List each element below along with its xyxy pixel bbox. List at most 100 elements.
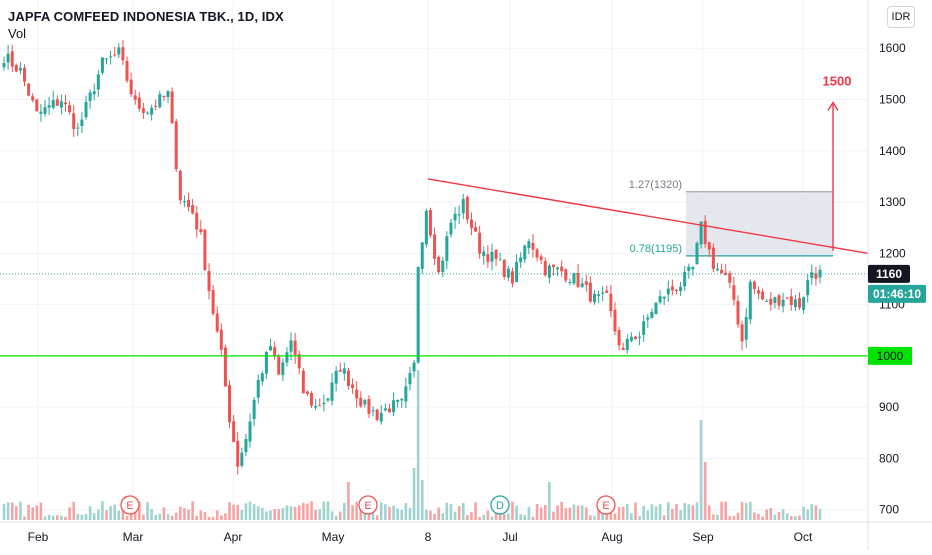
candle-body	[109, 56, 113, 58]
volume-bar	[650, 504, 654, 520]
volume-bar	[658, 504, 662, 520]
candle-body	[773, 297, 777, 303]
candle-body	[531, 242, 535, 250]
volume-bar	[281, 507, 285, 520]
candle-body	[269, 346, 273, 351]
drawing-lines[interactable]: 1500	[0, 73, 869, 357]
candle-body	[166, 91, 170, 98]
candle-body	[445, 236, 449, 262]
candle-body	[597, 294, 601, 296]
candle-body	[162, 96, 166, 98]
volume-bar	[568, 507, 572, 520]
candle-body	[695, 242, 699, 265]
volume-bar	[695, 502, 699, 520]
volume-bar	[326, 501, 330, 520]
volume-bar	[64, 516, 67, 520]
candle-body	[396, 399, 400, 402]
volume-bar	[347, 482, 350, 520]
candle-body	[765, 300, 769, 302]
candle-body	[683, 272, 687, 287]
candle-body	[187, 199, 191, 208]
candle-body	[326, 398, 330, 401]
volume-bar	[666, 502, 670, 520]
candle-body	[412, 362, 416, 372]
volume-bar	[338, 511, 342, 520]
volume-bar	[535, 504, 539, 520]
fib-extension-box[interactable]: 1.27(1320) 0.78(1195)	[629, 179, 833, 257]
candle-body	[203, 229, 207, 270]
countdown-text: 01:46:10	[873, 287, 921, 301]
price-tick-label: 1500	[879, 92, 906, 106]
volume-bar	[523, 515, 527, 520]
volume-bar	[302, 502, 305, 520]
volume-bar	[277, 509, 281, 520]
volume-indicator-label[interactable]: Vol	[8, 26, 27, 41]
volume-bar	[248, 501, 252, 520]
candle-body	[92, 91, 96, 95]
candle-body	[781, 299, 785, 307]
candle-body	[379, 412, 383, 422]
volume-bar	[314, 509, 317, 520]
volume-bar	[412, 468, 416, 520]
volume-bar	[482, 514, 486, 520]
candle-body	[756, 290, 760, 294]
candle-body	[416, 266, 420, 363]
volume-bar	[88, 506, 92, 520]
volume-bar	[109, 506, 112, 520]
volume-bar	[420, 480, 424, 520]
candle-body	[359, 397, 363, 407]
candle-body	[59, 101, 63, 108]
price-tick-label: 900	[879, 400, 899, 414]
currency-badge[interactable]: IDR	[887, 6, 915, 28]
volume-bar	[601, 513, 604, 520]
volume-bar	[728, 516, 732, 520]
candle-body	[650, 311, 654, 319]
candle-body	[515, 261, 519, 282]
volume-bar	[195, 515, 199, 520]
candle-body	[117, 47, 121, 55]
candle-body	[777, 295, 781, 306]
candle-body	[244, 439, 248, 453]
volume-bar	[543, 504, 547, 520]
volume-bar	[105, 510, 108, 520]
volume-bar	[343, 502, 346, 520]
volume-bar	[19, 501, 22, 520]
candle-body	[256, 379, 260, 398]
volume-bar	[334, 515, 338, 520]
candle-body	[527, 241, 531, 248]
event-marker-label: D	[496, 500, 504, 512]
candle-body	[506, 268, 510, 278]
candle-body	[424, 210, 428, 245]
candle-body	[551, 264, 555, 268]
candle-body	[211, 290, 215, 314]
volume-bar	[318, 509, 322, 520]
candle-body	[679, 286, 683, 292]
volume-bar	[461, 502, 465, 520]
volume-bar	[798, 515, 801, 520]
candle-body	[281, 362, 285, 376]
candle-body	[629, 336, 633, 341]
candle-body	[113, 54, 117, 56]
volume-bar	[736, 512, 740, 520]
time-axis[interactable]: Feb Mar Apr May 8 Jul Aug Sep Oct	[0, 521, 932, 544]
candle-body	[736, 301, 740, 325]
volume-bar	[470, 512, 473, 520]
candle-body	[14, 65, 18, 72]
symbol-title[interactable]: JAPFA COMFEED INDONESIA TBK., 1D, IDX	[8, 9, 284, 24]
volume-bar	[236, 504, 240, 520]
candle-body	[638, 336, 642, 338]
volume-bar	[515, 505, 518, 520]
candle-body	[207, 270, 211, 292]
candle-body	[810, 272, 814, 278]
candle-body	[215, 313, 219, 332]
time-tick-label: 8	[425, 530, 432, 544]
volume-bar	[818, 508, 822, 520]
time-tick-label: Jul	[502, 530, 517, 544]
volume-bar	[330, 511, 334, 520]
volume-bar	[630, 513, 633, 520]
candle-body	[646, 317, 650, 320]
dividend-marker	[490, 495, 510, 515]
